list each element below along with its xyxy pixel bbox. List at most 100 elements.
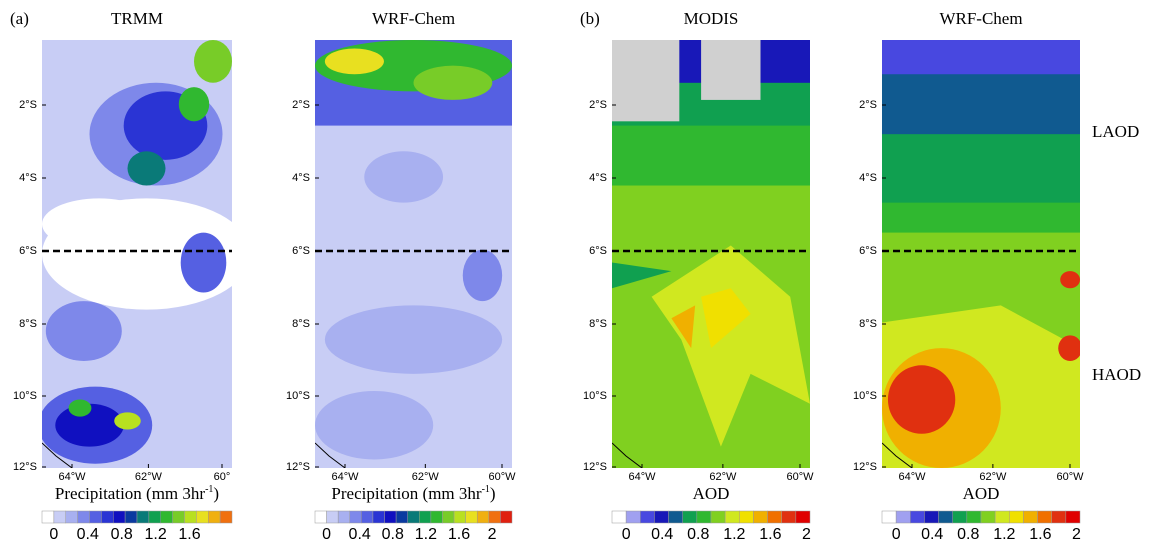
- colorbar-tick: 1.2: [723, 526, 745, 542]
- y-tick-label: 2°S: [859, 99, 877, 111]
- label-part: ): [213, 484, 219, 503]
- y-tick-label: 8°S: [859, 318, 877, 330]
- colorbar-cell: [65, 510, 78, 524]
- region: [180, 232, 227, 293]
- region: [42, 198, 156, 250]
- y-tick-label: 6°S: [859, 245, 877, 257]
- colorbar-cell: [372, 510, 385, 524]
- colorbar-cell: [124, 510, 138, 524]
- colorbar-tick: 0.8: [111, 526, 133, 542]
- region: [324, 305, 503, 374]
- x-tick-label: 60°: [214, 471, 231, 483]
- colorbar-cell: [453, 510, 466, 524]
- colorbar-cell: [795, 510, 811, 524]
- y-tick-label: 2°S: [19, 99, 37, 111]
- colorbar-tick: 1.6: [1029, 526, 1051, 542]
- region: [462, 249, 503, 302]
- colorbar-tick: 0.4: [349, 526, 371, 542]
- colorbar-cell: [739, 510, 754, 524]
- colorbar-label: Precipitation (mm 3hr-1): [55, 484, 219, 503]
- colorbar-cell: [101, 510, 114, 524]
- colorbar-tick: 0.8: [687, 526, 709, 542]
- y-tick-label: 8°S: [19, 318, 37, 330]
- y-tick-label: 6°S: [589, 245, 607, 257]
- colorbar-cell: [476, 510, 490, 524]
- colorbar-tick: 0: [322, 526, 331, 542]
- colorbar-cell: [208, 510, 221, 524]
- panel-title: TRMM: [111, 9, 163, 28]
- colorbar-cell: [611, 510, 627, 524]
- region: [364, 151, 444, 203]
- colorbar-tick: 0.4: [77, 526, 99, 542]
- colorbar-cell: [148, 510, 161, 524]
- panel-title: WRF-Chem: [372, 9, 455, 28]
- colorbar-cell: [696, 510, 712, 524]
- colorbar-cell: [172, 510, 185, 524]
- y-tick-label: 4°S: [859, 172, 877, 184]
- colorbar-tick: 2: [488, 526, 497, 542]
- colorbar-tick: 1.6: [759, 526, 781, 542]
- colorbar-cell: [219, 510, 233, 524]
- colorbar-cell: [781, 510, 797, 524]
- y-tick-label: 10°S: [853, 390, 877, 402]
- x-tick-label: 64°W: [58, 471, 86, 483]
- colorbar-cell: [1009, 510, 1024, 524]
- colorbar-tick: 0.8: [382, 526, 404, 542]
- coastline: [42, 442, 73, 468]
- colorbar-tick: 1.6: [178, 526, 200, 542]
- region: [413, 65, 493, 100]
- y-tick-label: 2°S: [589, 99, 607, 111]
- region: [45, 301, 122, 361]
- region: [194, 40, 232, 83]
- x-tick-label: 62°W: [979, 471, 1007, 483]
- colorbar-cell: [430, 510, 443, 524]
- coastline: [315, 442, 346, 468]
- colorbar-cell: [77, 510, 90, 524]
- coastline: [612, 442, 643, 468]
- map-fill: [315, 40, 512, 468]
- region: [612, 262, 672, 289]
- colorbar-tick: 0.8: [957, 526, 979, 542]
- colorbar-cell: [753, 510, 768, 524]
- colorbar-cell: [1051, 510, 1067, 524]
- colorbar-cell: [1065, 510, 1081, 524]
- y-tick-label: 12°S: [583, 461, 607, 473]
- panel-title: MODIS: [684, 9, 739, 28]
- label-part: -1: [205, 484, 213, 495]
- colorbar-cell: [640, 510, 655, 524]
- x-tick-label: 64°W: [331, 471, 359, 483]
- colorbar-cell: [952, 510, 968, 524]
- y-tick-label: 6°S: [292, 245, 310, 257]
- x-tick-label: 62°W: [412, 471, 440, 483]
- region: [701, 40, 761, 100]
- colorbar-tick: 0: [892, 526, 901, 542]
- label-part: -1: [482, 484, 490, 495]
- colorbar-cell: [113, 510, 126, 524]
- label-part: AOD: [693, 484, 730, 503]
- colorbar-cell: [910, 510, 925, 524]
- y-tick-label: 4°S: [292, 172, 310, 184]
- y-tick-label: 12°S: [286, 461, 310, 473]
- x-tick-label: 64°W: [628, 471, 656, 483]
- colorbar-cell: [384, 510, 397, 524]
- colorbar-cell: [465, 510, 478, 524]
- colorbar-label: AOD: [693, 484, 730, 503]
- label-part: Precipitation (mm 3hr: [331, 484, 481, 503]
- colorbar-label: AOD: [963, 484, 1000, 503]
- colorbar-tick: 1.6: [448, 526, 470, 542]
- y-tick-label: 4°S: [19, 172, 37, 184]
- colorbar-cell: [395, 510, 408, 524]
- side-label: LAOD: [1092, 122, 1139, 141]
- map-fill: [612, 40, 810, 468]
- map: [882, 40, 1080, 468]
- colorbar-cell: [184, 510, 197, 524]
- region: [887, 365, 956, 434]
- colorbar-cell: [625, 510, 641, 524]
- region: [1060, 271, 1080, 289]
- y-tick-label: 12°S: [853, 461, 877, 473]
- colorbar-cell: [895, 510, 911, 524]
- region: [315, 390, 434, 460]
- y-tick-label: 2°S: [292, 99, 310, 111]
- colorbar-cell: [361, 510, 374, 524]
